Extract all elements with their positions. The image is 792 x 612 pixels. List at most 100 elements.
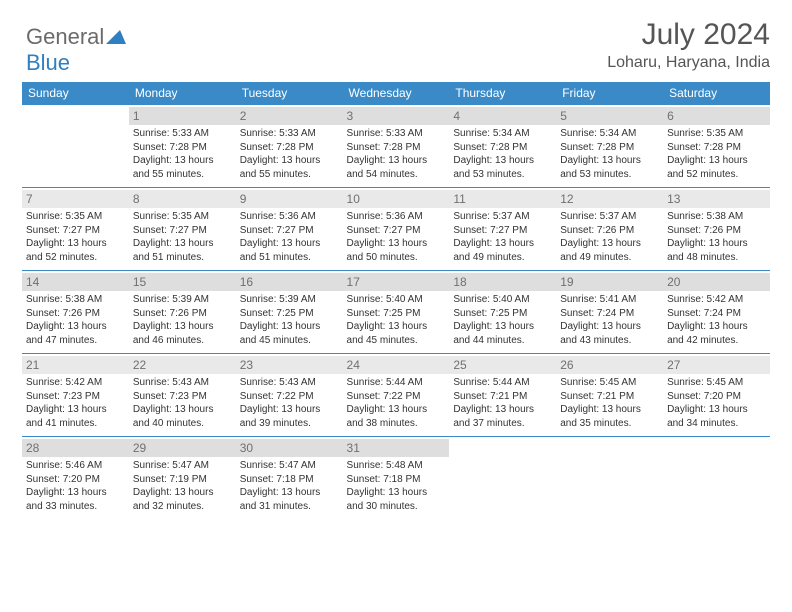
sunrise-text: Sunrise: 5:44 AM: [453, 376, 552, 390]
day-number: 11: [449, 190, 556, 208]
daylight-text: Daylight: 13 hours and 44 minutes.: [453, 320, 552, 347]
day-events: Sunrise: 5:37 AMSunset: 7:27 PMDaylight:…: [453, 210, 552, 264]
day-events: Sunrise: 5:44 AMSunset: 7:22 PMDaylight:…: [347, 376, 446, 430]
sunrise-text: Sunrise: 5:33 AM: [240, 127, 339, 141]
day-number: 14: [22, 273, 129, 291]
day-number: 31: [343, 439, 450, 457]
weekday-header: Monday: [129, 82, 236, 105]
sunrise-text: Sunrise: 5:47 AM: [240, 459, 339, 473]
day-events: Sunrise: 5:39 AMSunset: 7:25 PMDaylight:…: [240, 293, 339, 347]
day-events: Sunrise: 5:45 AMSunset: 7:20 PMDaylight:…: [667, 376, 766, 430]
sunset-text: Sunset: 7:26 PM: [667, 224, 766, 238]
day-number: 17: [343, 273, 450, 291]
sunset-text: Sunset: 7:27 PM: [133, 224, 232, 238]
weekday-header: Thursday: [449, 82, 556, 105]
day-events: Sunrise: 5:41 AMSunset: 7:24 PMDaylight:…: [560, 293, 659, 347]
sunrise-text: Sunrise: 5:47 AM: [133, 459, 232, 473]
logo-text: GeneralBlue: [26, 24, 126, 76]
day-events: Sunrise: 5:43 AMSunset: 7:23 PMDaylight:…: [133, 376, 232, 430]
weekday-header: Sunday: [22, 82, 129, 105]
day-number: 28: [22, 439, 129, 457]
calendar-cell: 19Sunrise: 5:41 AMSunset: 7:24 PMDayligh…: [556, 271, 663, 354]
sunset-text: Sunset: 7:18 PM: [240, 473, 339, 487]
calendar-cell: 22 Sunrise: 5:43 AMSunset: 7:23 PMDayligh…: [129, 354, 236, 437]
daylight-text: Daylight: 13 hours and 50 minutes.: [347, 237, 446, 264]
sunset-text: Sunset: 7:28 PM: [667, 141, 766, 155]
calendar-cell: 2Sunrise: 5:33 AMSunset: 7:28 PMDaylight…: [236, 105, 343, 188]
daylight-text: Daylight: 13 hours and 53 minutes.: [560, 154, 659, 181]
calendar-cell: 9Sunrise: 5:36 AMSunset: 7:27 PMDaylight…: [236, 188, 343, 271]
day-number: 1: [129, 107, 236, 125]
sunrise-text: Sunrise: 5:45 AM: [560, 376, 659, 390]
sunset-text: Sunset: 7:27 PM: [240, 224, 339, 238]
sunrise-text: Sunrise: 5:48 AM: [347, 459, 446, 473]
daylight-text: Daylight: 13 hours and 55 minutes.: [133, 154, 232, 181]
calendar-cell: 24Sunrise: 5:44 AMSunset: 7:22 PMDayligh…: [343, 354, 450, 437]
daylight-text: Daylight: 13 hours and 45 minutes.: [240, 320, 339, 347]
sunset-text: Sunset: 7:19 PM: [133, 473, 232, 487]
sunrise-text: Sunrise: 5:35 AM: [667, 127, 766, 141]
calendar-week-row: 7Sunrise: 5:35 AMSunset: 7:27 PMDaylight…: [22, 188, 770, 271]
daylight-text: Daylight: 13 hours and 40 minutes.: [133, 403, 232, 430]
daylight-text: Daylight: 13 hours and 49 minutes.: [453, 237, 552, 264]
sunset-text: Sunset: 7:28 PM: [453, 141, 552, 155]
calendar-cell: 26Sunrise: 5:45 AMSunset: 7:21 PMDayligh…: [556, 354, 663, 437]
sunset-text: Sunset: 7:24 PM: [667, 307, 766, 321]
day-events: Sunrise: 5:47 AMSunset: 7:19 PMDaylight:…: [133, 459, 232, 513]
sunset-text: Sunset: 7:28 PM: [240, 141, 339, 155]
calendar-cell: 12Sunrise: 5:37 AMSunset: 7:26 PMDayligh…: [556, 188, 663, 271]
sunset-text: Sunset: 7:23 PM: [133, 390, 232, 404]
day-number: 25: [449, 356, 556, 374]
calendar-cell: 29Sunrise: 5:47 AMSunset: 7:19 PMDayligh…: [129, 437, 236, 520]
day-number: 10: [343, 190, 450, 208]
calendar-cell: 7Sunrise: 5:35 AMSunset: 7:27 PMDaylight…: [22, 188, 129, 271]
sunset-text: Sunset: 7:28 PM: [133, 141, 232, 155]
day-number: 13: [663, 190, 770, 208]
day-number: 8: [129, 190, 236, 208]
day-number: 15: [129, 273, 236, 291]
sunrise-text: Sunrise: 5:42 AM: [26, 376, 125, 390]
daylight-text: Daylight: 13 hours and 52 minutes.: [26, 237, 125, 264]
sunrise-text: Sunrise: 5:35 AM: [26, 210, 125, 224]
day-events: Sunrise: 5:36 AMSunset: 7:27 PMDaylight:…: [347, 210, 446, 264]
sunrise-text: Sunrise: 5:33 AM: [133, 127, 232, 141]
calendar-head: SundayMondayTuesdayWednesdayThursdayFrid…: [22, 82, 770, 105]
day-number: 21: [22, 356, 129, 374]
calendar-cell: 13 Sunrise: 5:38 AMSunset: 7:26 PMDayligh…: [663, 188, 770, 271]
calendar-week-row: 21Sunrise: 5:42 AMSunset: 7:23 PMDayligh…: [22, 354, 770, 437]
daylight-text: Daylight: 13 hours and 49 minutes.: [560, 237, 659, 264]
calendar-cell: 17 Sunrise: 5:40 AMSunset: 7:25 PMDayligh…: [343, 271, 450, 354]
day-events: Sunrise: 5:37 AMSunset: 7:26 PMDaylight:…: [560, 210, 659, 264]
day-number: 6: [663, 107, 770, 125]
daylight-text: Daylight: 13 hours and 43 minutes.: [560, 320, 659, 347]
day-events: Sunrise: 5:38 AMSunset: 7:26 PMDaylight:…: [667, 210, 766, 264]
day-number: 26: [556, 356, 663, 374]
daylight-text: Daylight: 13 hours and 51 minutes.: [240, 237, 339, 264]
daylight-text: Daylight: 13 hours and 47 minutes.: [26, 320, 125, 347]
calendar-cell: 25 Sunrise: 5:44 AMSunset: 7:21 PMDayligh…: [449, 354, 556, 437]
day-number: 2: [236, 107, 343, 125]
day-events: Sunrise: 5:39 AMSunset: 7:26 PMDaylight:…: [133, 293, 232, 347]
sunrise-text: Sunrise: 5:40 AM: [347, 293, 446, 307]
calendar-cell: 3Sunrise: 5:33 AMSunset: 7:28 PMDaylight…: [343, 105, 450, 188]
daylight-text: Daylight: 13 hours and 35 minutes.: [560, 403, 659, 430]
day-number: 7: [22, 190, 129, 208]
calendar-cell: 31Sunrise: 5:48 AMSunset: 7:18 PMDayligh…: [343, 437, 450, 520]
sunset-text: Sunset: 7:27 PM: [453, 224, 552, 238]
weekday-header: Wednesday: [343, 82, 450, 105]
sunset-text: Sunset: 7:24 PM: [560, 307, 659, 321]
day-number: 22: [129, 356, 236, 374]
day-events: Sunrise: 5:40 AMSunset: 7:25 PMDaylight:…: [453, 293, 552, 347]
day-events: Sunrise: 5:44 AMSunset: 7:21 PMDaylight:…: [453, 376, 552, 430]
sunrise-text: Sunrise: 5:42 AM: [667, 293, 766, 307]
sunrise-text: Sunrise: 5:37 AM: [560, 210, 659, 224]
day-events: Sunrise: 5:47 AMSunset: 7:18 PMDaylight:…: [240, 459, 339, 513]
calendar-cell: 6Sunrise: 5:35 AMSunset: 7:28 PMDaylight…: [663, 105, 770, 188]
day-events: Sunrise: 5:43 AMSunset: 7:22 PMDaylight:…: [240, 376, 339, 430]
weekday-header-row: SundayMondayTuesdayWednesdayThursdayFrid…: [22, 82, 770, 105]
sunset-text: Sunset: 7:26 PM: [560, 224, 659, 238]
sunset-text: Sunset: 7:25 PM: [240, 307, 339, 321]
sunrise-text: Sunrise: 5:43 AM: [133, 376, 232, 390]
day-events: Sunrise: 5:40 AMSunset: 7:25 PMDaylight:…: [347, 293, 446, 347]
sunrise-text: Sunrise: 5:44 AM: [347, 376, 446, 390]
